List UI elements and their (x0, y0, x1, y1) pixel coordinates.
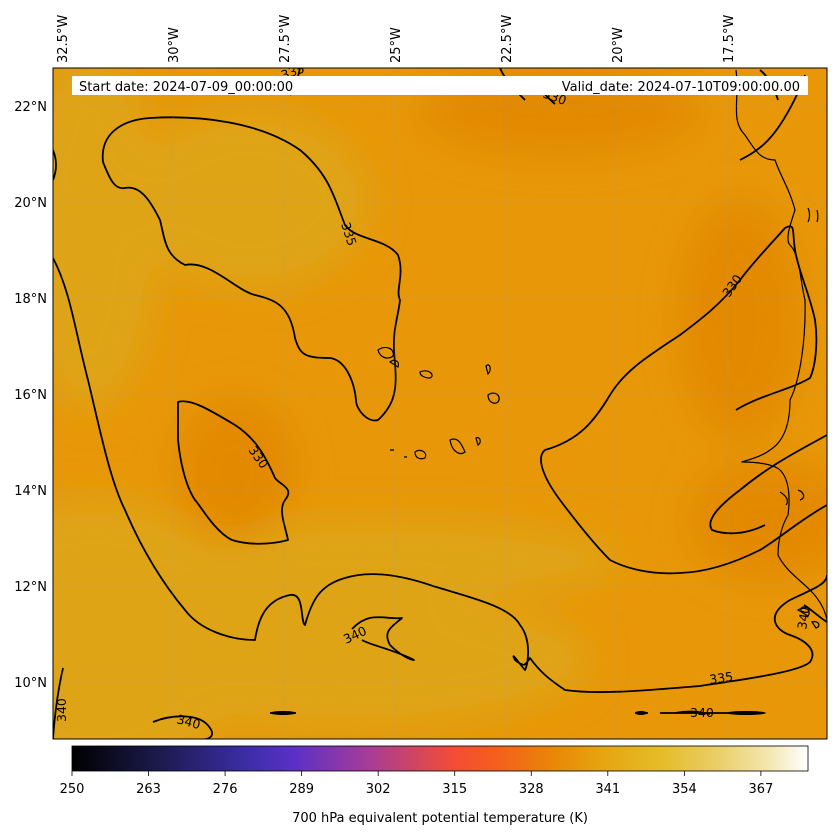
colorbar-tick-label: 250 (60, 782, 85, 797)
lon-tick-label: 17.5°W (722, 15, 737, 63)
colorbar-tick-label: 341 (595, 782, 620, 797)
colorbar-tick-label: 276 (213, 782, 238, 797)
colorbar-tick-label: 315 (442, 782, 467, 797)
colorbar-ticks: 250 263 276 289 302 315 328 341 354 367 (60, 771, 773, 797)
lat-tick-label: 18°N (14, 292, 47, 307)
colorbar-tick-label: 354 (672, 782, 697, 797)
contour-fill-marks (270, 711, 766, 715)
start-date-label: Start date: 2024-07-09_00:00:00 (79, 80, 293, 95)
contour-label: 335 (338, 220, 360, 247)
colorbar-tick-label: 367 (748, 782, 773, 797)
lat-tick-label: 14°N (14, 484, 47, 499)
colorbar-tick-label: 263 (136, 782, 161, 797)
temperature-field: 335 330 330 340 335 340 340 340 335 330 … (53, 68, 827, 739)
longitude-ticks: 32.5°W 30°W 27.5°W 25°W 22.5°W 20°W 17.5… (56, 15, 737, 63)
header-box (72, 76, 808, 95)
colorbar: 250 263 276 289 302 315 328 341 354 367 700 hPa e… (60, 745, 809, 826)
contour-label: 340 (794, 604, 813, 630)
map-frame (52, 67, 828, 740)
coastlines (377, 69, 827, 629)
contour-label: 340 (690, 705, 714, 720)
lon-tick-label: 30°W (167, 27, 182, 63)
lon-tick-label: 22.5°W (500, 15, 515, 63)
colorbar-gradient (71, 745, 809, 772)
colorbar-tick-label: 289 (289, 782, 314, 797)
lon-tick-label: 20°W (611, 27, 626, 63)
lat-tick-label: 20°N (14, 196, 47, 211)
lon-tick-label: 32.5°W (56, 15, 71, 63)
lat-tick-label: 12°N (14, 580, 47, 595)
colorbar-label: 700 hPa equivalent potential temperature… (292, 811, 588, 826)
contour-label: 335 (708, 669, 734, 687)
contour-label: 340 (175, 711, 202, 732)
lon-tick-label: 27.5°W (278, 15, 293, 63)
lon-tick-label: 25°W (389, 27, 404, 63)
lat-tick-label: 22°N (14, 100, 47, 115)
contour-label: 340 (54, 698, 69, 722)
valid-date-label: Valid_date: 2024-07-10T09:00:00.00 (562, 80, 800, 95)
lat-tick-label: 10°N (14, 676, 47, 691)
graticule (53, 68, 827, 739)
colorbar-tick-label: 328 (519, 782, 544, 797)
lat-tick-label: 16°N (14, 388, 47, 403)
colorbar-tick-label: 302 (366, 782, 391, 797)
latitude-ticks: 22°N 20°N 18°N 16°N 14°N 12°N 10°N (14, 100, 47, 691)
